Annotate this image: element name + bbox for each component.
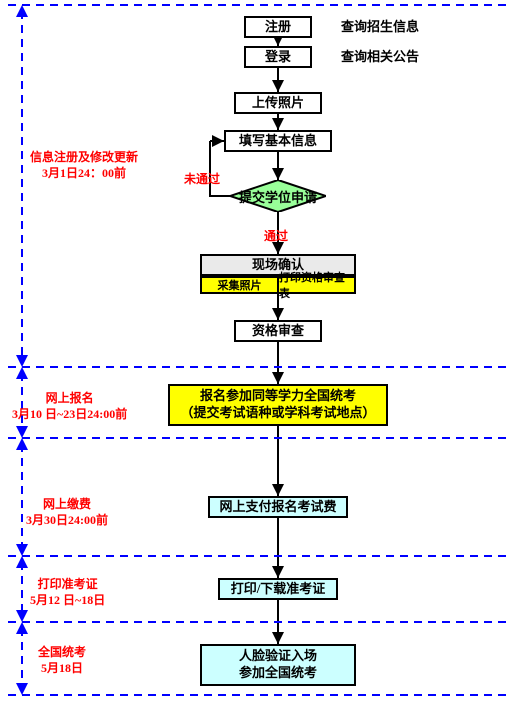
- node-upload-photo: 上传照片: [234, 92, 322, 114]
- phase-label-4: 打印准考证 5月12 日~18日: [30, 577, 105, 608]
- edge-label-fail: 未通过: [184, 170, 220, 187]
- node-submit-application: 提交学位申请: [230, 180, 326, 212]
- node-pay-label: 网上支付报名考试费: [219, 499, 336, 516]
- node-print-label: 打印/下载准考证: [231, 581, 326, 598]
- node-query-admission: 查询招生信息: [332, 16, 428, 38]
- node-register-label: 注册: [265, 19, 291, 36]
- node-fillinfo-label: 填写基本信息: [239, 133, 317, 150]
- node-confirm-subtasks: 采集照片 打印资格审查表: [200, 276, 356, 294]
- phase-label-1: 信息注册及修改更新 3月1日24：00前: [30, 150, 138, 181]
- phase-label-2: 网上报名 3月10 日~23日24:00前: [12, 391, 127, 422]
- node-take-exam: 人脸验证入场 参加全国统考: [200, 644, 356, 686]
- node-apply-label: 提交学位申请: [230, 180, 326, 212]
- cell-print-qualify: 打印资格审查表: [277, 278, 354, 292]
- node-login: 登录: [244, 46, 312, 68]
- node-signup-label: 报名参加同等学力全国统考 （提交考试语种或学科考试地点）: [180, 388, 375, 422]
- phase-label-3: 网上缴费 3月30日24:00前: [26, 497, 108, 528]
- node-info1-label: 查询招生信息: [341, 19, 419, 36]
- flowchart-canvas: 注册 登录 查询招生信息 查询相关公告 上传照片 填写基本信息 提交学位申请 现…: [0, 0, 518, 701]
- node-exam-label: 人脸验证入场 参加全国统考: [239, 648, 317, 682]
- node-upload-label: 上传照片: [252, 95, 304, 112]
- node-register: 注册: [244, 16, 312, 38]
- node-info2-label: 查询相关公告: [341, 49, 419, 66]
- node-qualify-label: 资格审查: [252, 323, 304, 340]
- cell-collect-photo: 采集照片: [202, 278, 277, 292]
- node-print-ticket: 打印/下载准考证: [218, 578, 338, 600]
- node-login-label: 登录: [265, 49, 291, 66]
- node-qualify-review: 资格审查: [234, 320, 322, 342]
- edge-label-pass: 通过: [264, 227, 288, 244]
- phase-label-5: 全国统考 5月18日: [38, 645, 86, 676]
- node-pay-online: 网上支付报名考试费: [208, 496, 348, 518]
- node-fill-info: 填写基本信息: [224, 130, 332, 152]
- node-signup-exam: 报名参加同等学力全国统考 （提交考试语种或学科考试地点）: [168, 384, 388, 426]
- node-query-notice: 查询相关公告: [332, 46, 428, 68]
